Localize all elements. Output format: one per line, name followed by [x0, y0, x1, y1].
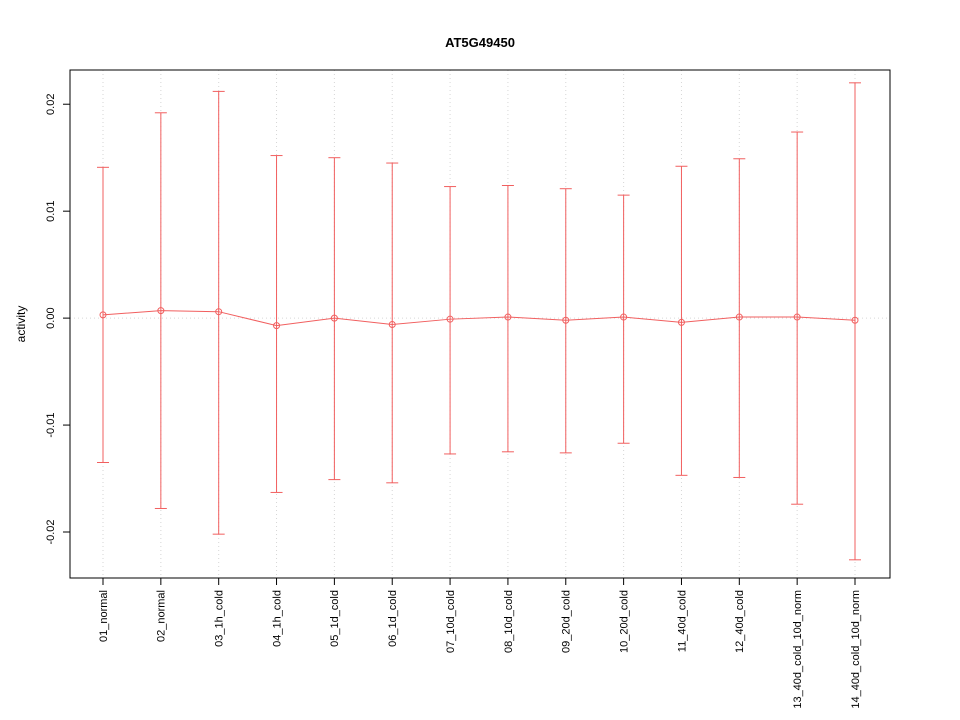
data-point: [735, 313, 743, 321]
data-point: [273, 322, 281, 330]
y-tick-label: 0.00: [45, 307, 57, 328]
x-tick-label: 05_1d_cold: [329, 590, 341, 647]
x-tick-label: 07_10d_cold: [445, 590, 457, 653]
chart-title: AT5G49450: [445, 35, 515, 50]
data-point: [446, 315, 454, 323]
x-tick-label: 02_normal: [156, 590, 168, 642]
x-tick-label: 11_40d_cold: [676, 590, 688, 652]
data-point: [677, 318, 685, 326]
x-tick-label: 13_40d_cold_10d_norm: [792, 590, 804, 709]
data-point: [851, 316, 859, 324]
data-point: [388, 321, 396, 329]
x-tick-label: 10_20d_cold: [618, 590, 630, 653]
data-point: [620, 313, 628, 321]
x-tick-label: 09_20d_cold: [561, 590, 573, 653]
x-tick-label: 03_1h_cold: [214, 590, 226, 647]
data-point: [562, 316, 570, 324]
data-point: [157, 307, 165, 315]
y-axis-label: activity: [14, 306, 28, 343]
y-tick-label: 0.01: [45, 200, 57, 221]
y-tick-label: -0.02: [45, 519, 57, 544]
x-tick-label: 14_40d_cold_10d_norm: [850, 590, 862, 709]
data-point: [793, 313, 801, 321]
x-tick-label: 06_1d_cold: [387, 590, 399, 647]
data-point: [215, 308, 223, 316]
x-tick-label: 01_normal: [98, 590, 110, 642]
x-tick-label: 12_40d_cold: [734, 590, 746, 653]
y-tick-label: 0.02: [45, 94, 57, 115]
data-point: [330, 314, 338, 322]
series-line: [102, 310, 856, 327]
y-tick-label: -0.01: [45, 413, 57, 438]
x-tick-label: 04_1h_cold: [271, 590, 283, 647]
x-tick-label: 08_10d_cold: [503, 590, 515, 653]
data-point: [504, 313, 512, 321]
plot-border: [69, 69, 891, 579]
data-point: [99, 311, 107, 319]
